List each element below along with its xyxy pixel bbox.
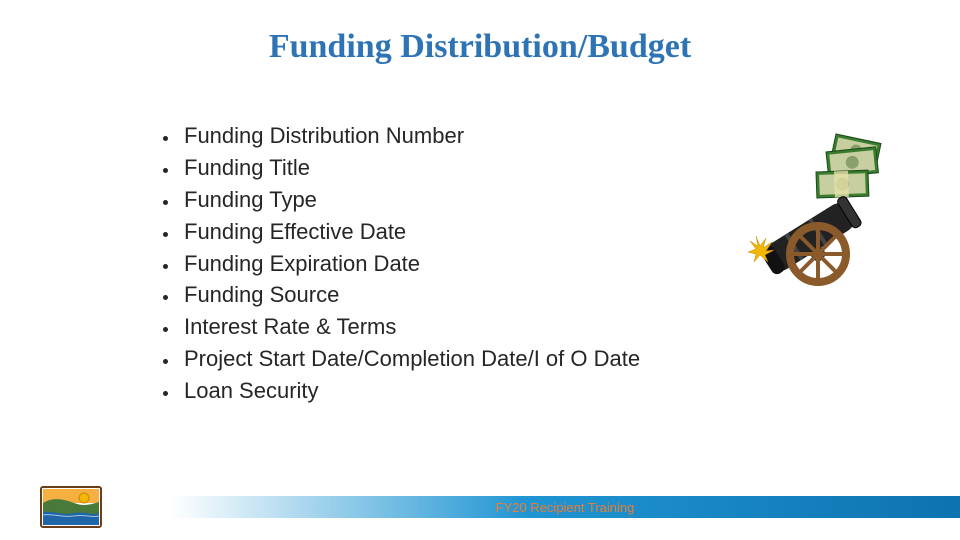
list-item: Funding Expiration Date <box>180 248 740 280</box>
list-item: Funding Distribution Number <box>180 120 740 152</box>
list-item: Funding Type <box>180 184 740 216</box>
cannon-money-clipart-icon <box>740 128 900 288</box>
list-item: Funding Source <box>180 279 740 311</box>
list-item: Funding Effective Date <box>180 216 740 248</box>
list-item: Interest Rate & Terms <box>180 311 740 343</box>
bullet-list: Funding Distribution Number Funding Titl… <box>180 120 740 407</box>
footer-text: FY20 Recipient Training <box>170 500 960 515</box>
list-item: Loan Security <box>180 375 740 407</box>
slide-title: Funding Distribution/Budget <box>0 28 960 66</box>
list-item: Project Start Date/Completion Date/I of … <box>180 343 740 375</box>
slide: Funding Distribution/Budget Funding Dist… <box>0 0 960 540</box>
agency-logo-icon <box>40 486 102 528</box>
footer-bar: FY20 Recipient Training <box>170 496 960 518</box>
list-item: Funding Title <box>180 152 740 184</box>
